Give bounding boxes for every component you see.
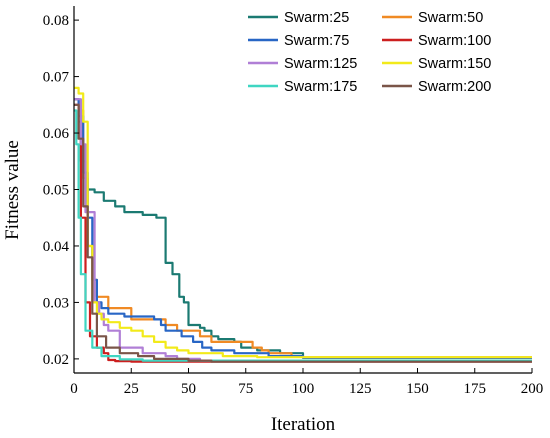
y-tick-label: 0.03 xyxy=(43,295,69,311)
x-tick-label: 125 xyxy=(349,381,372,397)
series-line-swarm-100 xyxy=(74,103,532,363)
x-tick-label: 100 xyxy=(292,381,315,397)
y-axis-title: Fitness value xyxy=(2,140,23,240)
x-tick-label: 75 xyxy=(238,381,253,397)
x-tick-label: 150 xyxy=(406,381,429,397)
series-line-swarm-200 xyxy=(74,103,532,363)
x-tick-label: 200 xyxy=(521,381,544,397)
legend: Swarm:25 Swarm:50 Swarm:75 Swarm:100 Swarm:1… xyxy=(248,10,491,95)
legend-label: Swarm:150 xyxy=(418,56,491,72)
x-tick-label: 0 xyxy=(70,381,78,397)
y-tick-label: 0.06 xyxy=(43,126,70,142)
legend-label: Swarm:175 xyxy=(284,79,357,95)
x-tick-label: 25 xyxy=(124,381,139,397)
legend-label: Swarm:25 xyxy=(284,10,349,26)
legend-label: Swarm:75 xyxy=(284,33,349,49)
legend-label: Swarm:50 xyxy=(418,10,483,26)
legend-label: Swarm:200 xyxy=(418,79,491,95)
y-tick-label: 0.08 xyxy=(43,13,69,29)
x-ticks: 0 25 50 75 100 125 150 175 200 xyxy=(70,368,543,397)
x-axis-title: Iteration xyxy=(271,414,336,435)
y-tick-label: 0.04 xyxy=(43,239,70,255)
x-tick-label: 50 xyxy=(181,381,196,397)
legend-label: Swarm:125 xyxy=(284,56,357,72)
series-line-swarm-175 xyxy=(74,109,532,362)
series-line-swarm-75 xyxy=(74,98,532,359)
plot-lines xyxy=(74,86,532,363)
series-line-swarm-125 xyxy=(74,98,532,363)
series-line-swarm-150 xyxy=(74,86,532,359)
legend-label: Swarm:100 xyxy=(418,33,491,49)
y-tick-label: 0.02 xyxy=(43,352,69,368)
series-line-swarm-50 xyxy=(74,98,532,359)
x-tick-label: 175 xyxy=(464,381,487,397)
y-tick-label: 0.05 xyxy=(43,183,69,199)
y-ticks: 0.02 0.03 0.04 0.05 0.06 0.07 0.08 xyxy=(43,13,79,368)
y-tick-label: 0.07 xyxy=(43,70,70,86)
